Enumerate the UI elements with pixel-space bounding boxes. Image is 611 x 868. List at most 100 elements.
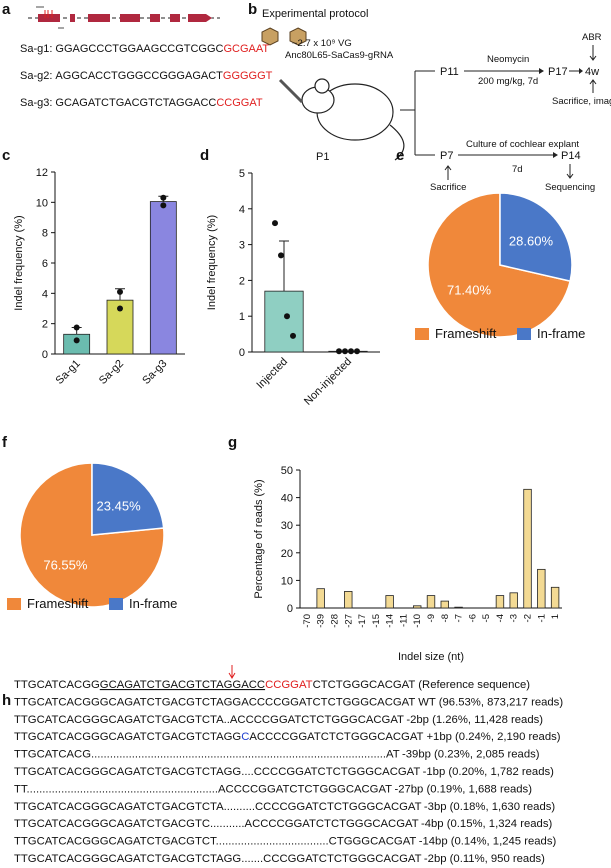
ref-guide: GCAGATCTGACGTCTAGGACC — [100, 679, 265, 691]
bar — [344, 591, 353, 609]
pie-chart: 71.40% Frameshift 28.60% In-frame — [415, 192, 585, 341]
data-point — [336, 348, 342, 355]
x-tick-label: -4 — [495, 614, 506, 622]
exons — [38, 14, 212, 22]
y-axis-label: Indel frequency (%) — [206, 215, 218, 310]
read-note: -14bp (0.14%, 1,245 reads) — [419, 836, 557, 848]
bar — [537, 568, 546, 609]
primers — [36, 6, 64, 29]
slice-label: 23.45% — [97, 499, 142, 514]
x-tick-label: -14 — [385, 614, 396, 628]
ref-end: CTCTGGGCACGAT — [313, 679, 416, 691]
read-note: -4bp (0.15%, 1,324 reads) — [421, 818, 552, 830]
y-axis-label: Percentage of reads (%) — [253, 479, 265, 598]
read-sequence: TTGCATCACGGGCAGATCTGACGTCT..............… — [14, 836, 416, 848]
read-row: TTGCATCACGGGCAGATCTGACGTCTAGGACCCCGGATCT… — [14, 696, 563, 708]
data-point — [278, 252, 284, 259]
x-tick-label: -15 — [371, 614, 382, 628]
x-tick-label: -8 — [440, 614, 451, 622]
read-sequence: TT......................................… — [14, 783, 392, 795]
data-point — [73, 337, 80, 344]
panel-b: Experimental protocol ~2.7 x 10⁹ VG Anc8… — [261, 8, 611, 193]
bar-chart: 0 2 4 6 8 10 12 Indel frequency (%) Sa-g1 Sa-g2 Sa… — [13, 167, 185, 387]
x-tick-label: -70 — [302, 614, 313, 628]
panel-label: b — [248, 1, 257, 18]
y-tick-label: 10 — [36, 197, 48, 209]
sacrifice: Sacrifice — [430, 182, 466, 193]
data-point — [348, 348, 354, 355]
data-point — [160, 194, 167, 201]
panel-label: e — [396, 147, 404, 164]
read-row: TT......................................… — [14, 783, 532, 795]
data-point — [342, 348, 348, 355]
y-tick-label: 1 — [239, 311, 245, 323]
data-point — [117, 305, 123, 312]
read-note: +1bp (0.24%, 2,190 reads) — [426, 731, 560, 743]
panel-a: Sa-g1: GGAGCCCTGGAAGCCGTCGGCGCGAAT Sa-g2: A… — [20, 6, 273, 109]
bar — [454, 606, 463, 609]
x-tick-label: -3 — [509, 614, 520, 622]
bar-chart: 0 10 20 30 40 50 Percentage of reads (%) Indel … — [253, 465, 562, 663]
data-point — [290, 332, 296, 339]
x-tick-label: -17 — [357, 614, 368, 628]
4w: 4w — [585, 66, 599, 78]
guide-sequence: Sa-g2: AGGCACCTGGGCCGGGAGACTGGGGGT — [20, 70, 273, 82]
read-row: TTGCATCACGGGCAGATCTGACGTCT..............… — [14, 836, 556, 848]
panel-label: d — [200, 147, 209, 164]
ref-note: (Reference sequence) — [418, 679, 530, 691]
guide-name: Sa-g1: — [20, 43, 52, 55]
x-tick-label: 1 — [550, 614, 561, 619]
read-note: -2bp (0.11%, 950 reads) — [424, 853, 545, 865]
p17: P17 — [548, 66, 568, 78]
guide-pam: CCGGAT — [216, 97, 263, 109]
bar — [495, 595, 505, 609]
neomycin-dose: 200 mg/kg, 7d — [478, 76, 538, 87]
bar — [440, 600, 449, 609]
x-tick-label: -10 — [412, 614, 423, 628]
vector: Anc80L65-SaCas9-gRNA — [285, 50, 394, 61]
guide-sequence: AGGCACCTGGGCCGGGAGACT — [55, 70, 223, 82]
x-tick-label: -2 — [523, 614, 534, 622]
read-sequence: TTGCATCACGGGCAGATCTGACGTCTA..ACCCCGGATCT… — [14, 714, 404, 726]
x-axis-label: Indel size (nt) — [398, 651, 464, 663]
read-note: -27bp (0.19%, 1,688 reads) — [394, 783, 532, 795]
virus-icon — [289, 27, 307, 46]
read-row: TTGCATCACGGGCAGATCTGACGTCTAGGCACCCCGGATC… — [14, 731, 561, 743]
abr: ABR — [582, 32, 602, 43]
read-sequence: TTGCATCACGGGCAGATCTGACGTCTAGG — [14, 731, 241, 743]
read-sequence: TTGCATCACGGGCAGATCTGACGTCTAGG.......CCCG… — [14, 853, 422, 865]
read-note: -1bp (0.20%, 1,782 reads) — [423, 766, 554, 778]
bar — [550, 586, 560, 609]
y-tick-label: 3 — [239, 240, 245, 252]
legend-label: In-frame — [537, 326, 585, 341]
data-point — [73, 324, 80, 331]
x-tick-label: -9 — [426, 614, 437, 622]
sequencing: Sequencing — [545, 182, 595, 193]
legend-label: In-frame — [129, 596, 177, 611]
guide-name: Sa-g2: — [20, 70, 52, 82]
bar — [413, 605, 422, 609]
y-tick-label: 5 — [239, 168, 245, 180]
x-tick-label: -1 — [536, 614, 547, 622]
y-tick-label: 50 — [281, 465, 293, 477]
read-note: -2bp (1.26%, 11,428 reads) — [406, 714, 543, 726]
y-tick-label: 12 — [36, 167, 48, 179]
bar — [316, 588, 325, 609]
y-tick-label: 8 — [42, 228, 48, 240]
data-point — [354, 348, 360, 355]
y-tick-label: 0 — [239, 347, 245, 359]
y-tick-label: 40 — [281, 493, 293, 505]
y-tick-label: 6 — [42, 258, 48, 270]
panel-label: c — [2, 147, 10, 164]
p1: P1 — [316, 151, 329, 163]
p14: P14 — [561, 150, 581, 162]
protocol-title: Experimental protocol — [262, 8, 368, 20]
inserted-base: C — [241, 731, 249, 743]
panel-label: h — [2, 692, 11, 709]
slice-label: 28.60% — [509, 233, 554, 248]
read-sequence: TTGCATCACGGGCAGATCTGACGTC...........ACCC… — [14, 818, 419, 830]
dose: ~2.7 x 10⁹ VG — [292, 38, 352, 49]
guides: Sa-g1: GGAGCCCTGGAAGCCGTCGGCGCGAAT Sa-g2: A… — [20, 43, 273, 109]
guide-name: Sa-g3: — [20, 97, 52, 109]
guide-sequence: Sa-g3: GCAGATCTGACGTCTAGGACCCCGGAT — [20, 97, 263, 109]
